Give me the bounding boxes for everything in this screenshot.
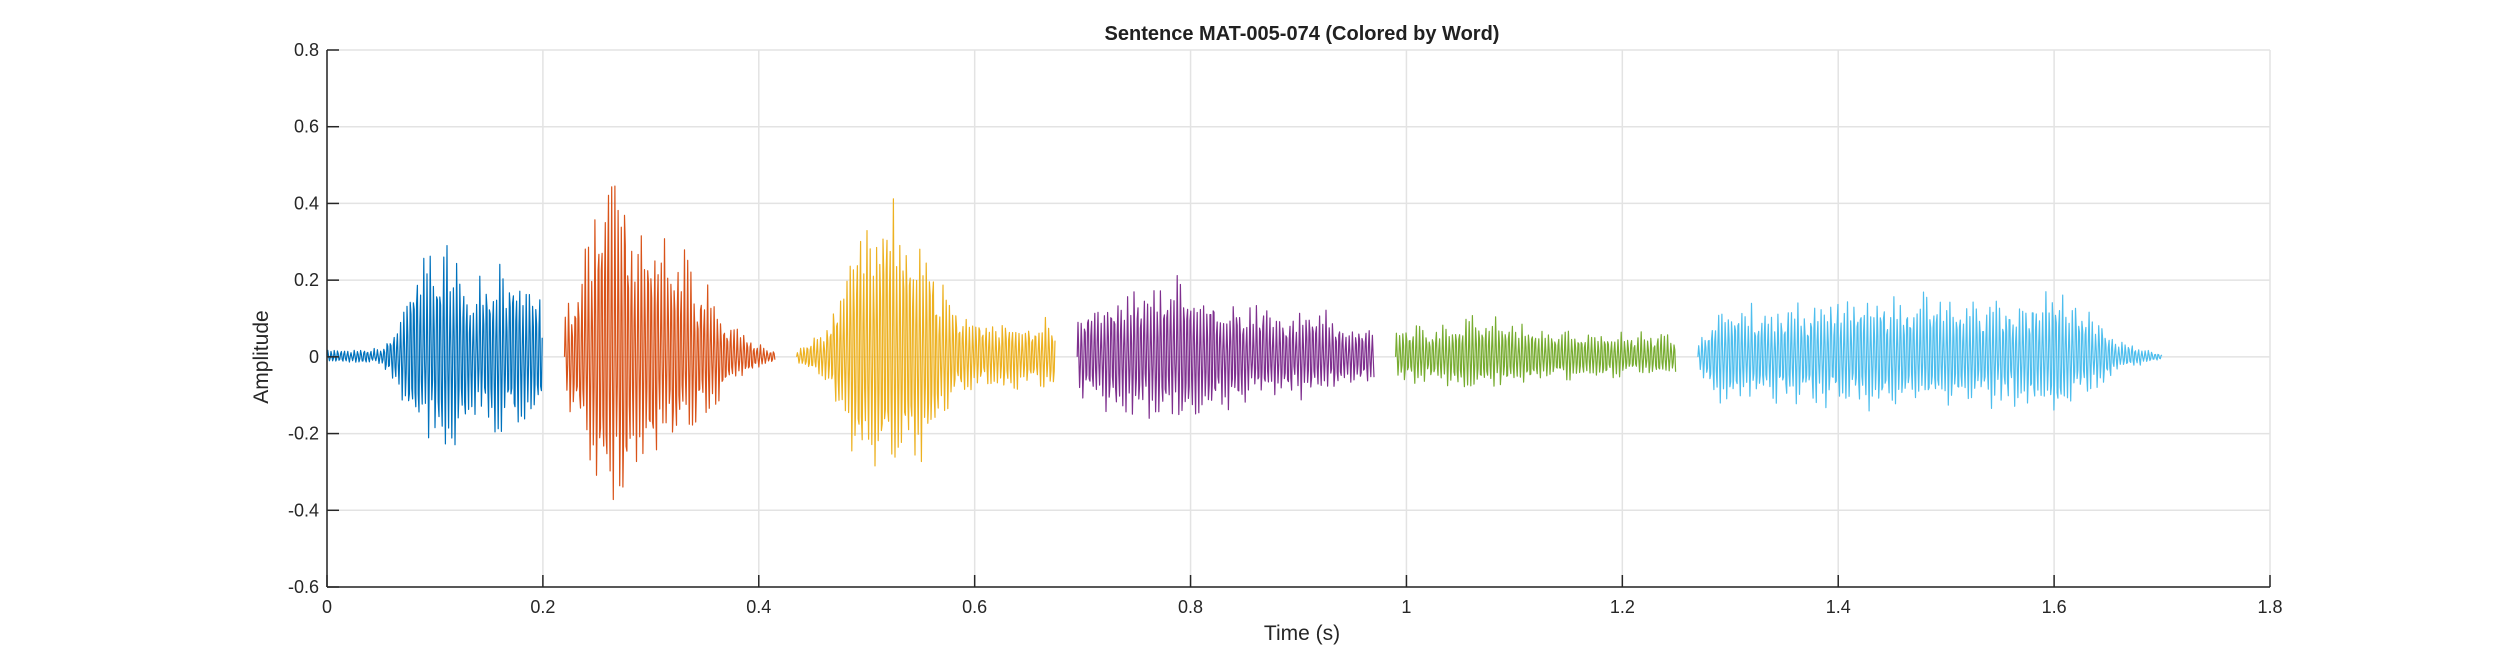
- word-segment-4: [1076, 275, 1375, 419]
- x-tick-label: 1.8: [2257, 597, 2282, 617]
- word-segment-6: [1697, 291, 2163, 412]
- waveform-line: [563, 185, 776, 501]
- x-tick-label: 1: [1401, 597, 1411, 617]
- axes: [326, 49, 2271, 588]
- y-tick-label: 0: [309, 347, 319, 367]
- word-segment-2: [563, 185, 776, 501]
- y-tick-label: 0.4: [294, 193, 319, 213]
- word-segment-1: [326, 245, 543, 446]
- x-tick-label: 0: [322, 597, 332, 617]
- y-tick-label: -0.4: [288, 500, 319, 520]
- y-tick-label: 0.6: [294, 117, 319, 137]
- x-tick-label: 0.8: [1178, 597, 1203, 617]
- x-axis-label: Time (s): [1264, 622, 1340, 645]
- x-tick-label: 1.6: [2042, 597, 2067, 617]
- y-tick-label: -0.6: [288, 577, 319, 597]
- x-tick-label: 0.4: [746, 597, 771, 617]
- waveform-line: [1395, 315, 1677, 388]
- x-tick-label: 1.4: [1826, 597, 1851, 617]
- waveform-line: [796, 198, 1056, 467]
- tick-labels: 0 0.2 0.4 0.6 0.8 1 1.2 1.4 1.6 1.8 -0.6 -0.4 -0.2 0 0…: [288, 40, 2283, 617]
- y-tick-label: 0.8: [294, 40, 319, 60]
- x-tick-label: 0.2: [530, 597, 555, 617]
- x-tick-label: 1.2: [1610, 597, 1635, 617]
- y-tick-label: -0.2: [288, 424, 319, 444]
- x-tick-label: 0.6: [962, 597, 987, 617]
- waveform-line: [1697, 291, 2163, 412]
- waveform-line: [1076, 275, 1375, 419]
- y-tick-label: 0.2: [294, 270, 319, 290]
- word-segment-3: [796, 198, 1056, 467]
- waveform-line: [326, 245, 543, 446]
- plot-area: [326, 185, 2163, 501]
- word-segment-5: [1395, 315, 1677, 388]
- chart-title: Sentence MAT-005-074 (Colored by Word): [1105, 23, 1500, 45]
- y-axis-label: Amplitude: [250, 310, 273, 403]
